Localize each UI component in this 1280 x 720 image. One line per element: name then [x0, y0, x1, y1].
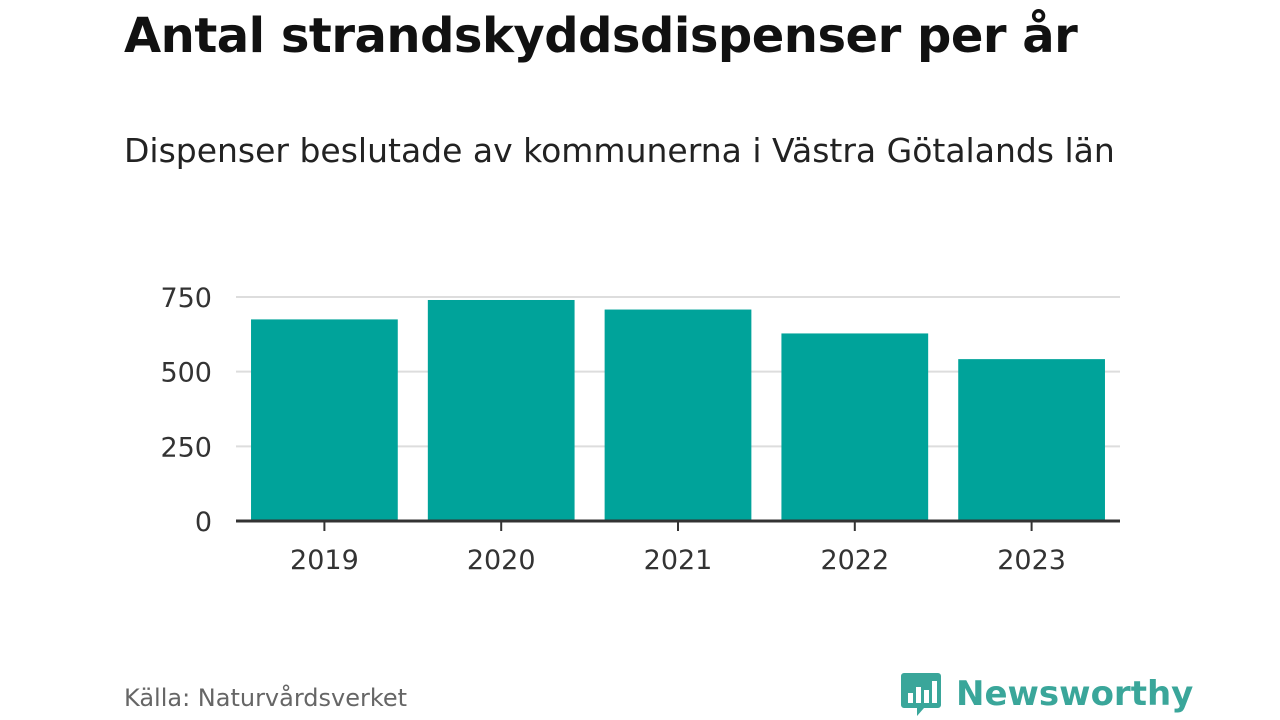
x-tick-label-2020: 2020 [467, 545, 536, 576]
bar-2021 [604, 309, 752, 521]
y-tick-label-250: 250 [160, 432, 212, 463]
bar-chart-speech-bubble-icon [901, 673, 941, 716]
x-tick-label-2022: 2022 [820, 545, 889, 576]
y-tick-label-750: 750 [160, 283, 212, 314]
tick-labels: 0 250 500 750 2019 2020 2021 2022 2023 [160, 283, 1066, 576]
x-tick-label-2019: 2019 [290, 545, 359, 576]
bar-2022 [781, 333, 929, 521]
chart-subtitle: Dispenser beslutade av kommunerna i Väst… [124, 131, 1115, 170]
x-tick-label-2023: 2023 [997, 545, 1066, 576]
brand-logo-lockup: Newsworthy [900, 670, 1193, 718]
chart-title: Antal strandskyddsdispenser per år [124, 8, 1078, 64]
x-tick-label-2021: 2021 [644, 545, 713, 576]
source-note: Källa: Naturvårdsverket [124, 684, 408, 712]
y-tick-label-0: 0 [195, 507, 212, 538]
bar-2023 [958, 359, 1105, 521]
axes [236, 519, 1120, 531]
y-tick-label-500: 500 [160, 358, 212, 389]
brand-name: Newsworthy [956, 674, 1194, 714]
bars [251, 299, 1105, 521]
bar-2020 [427, 299, 575, 521]
bar-2019 [251, 319, 398, 521]
